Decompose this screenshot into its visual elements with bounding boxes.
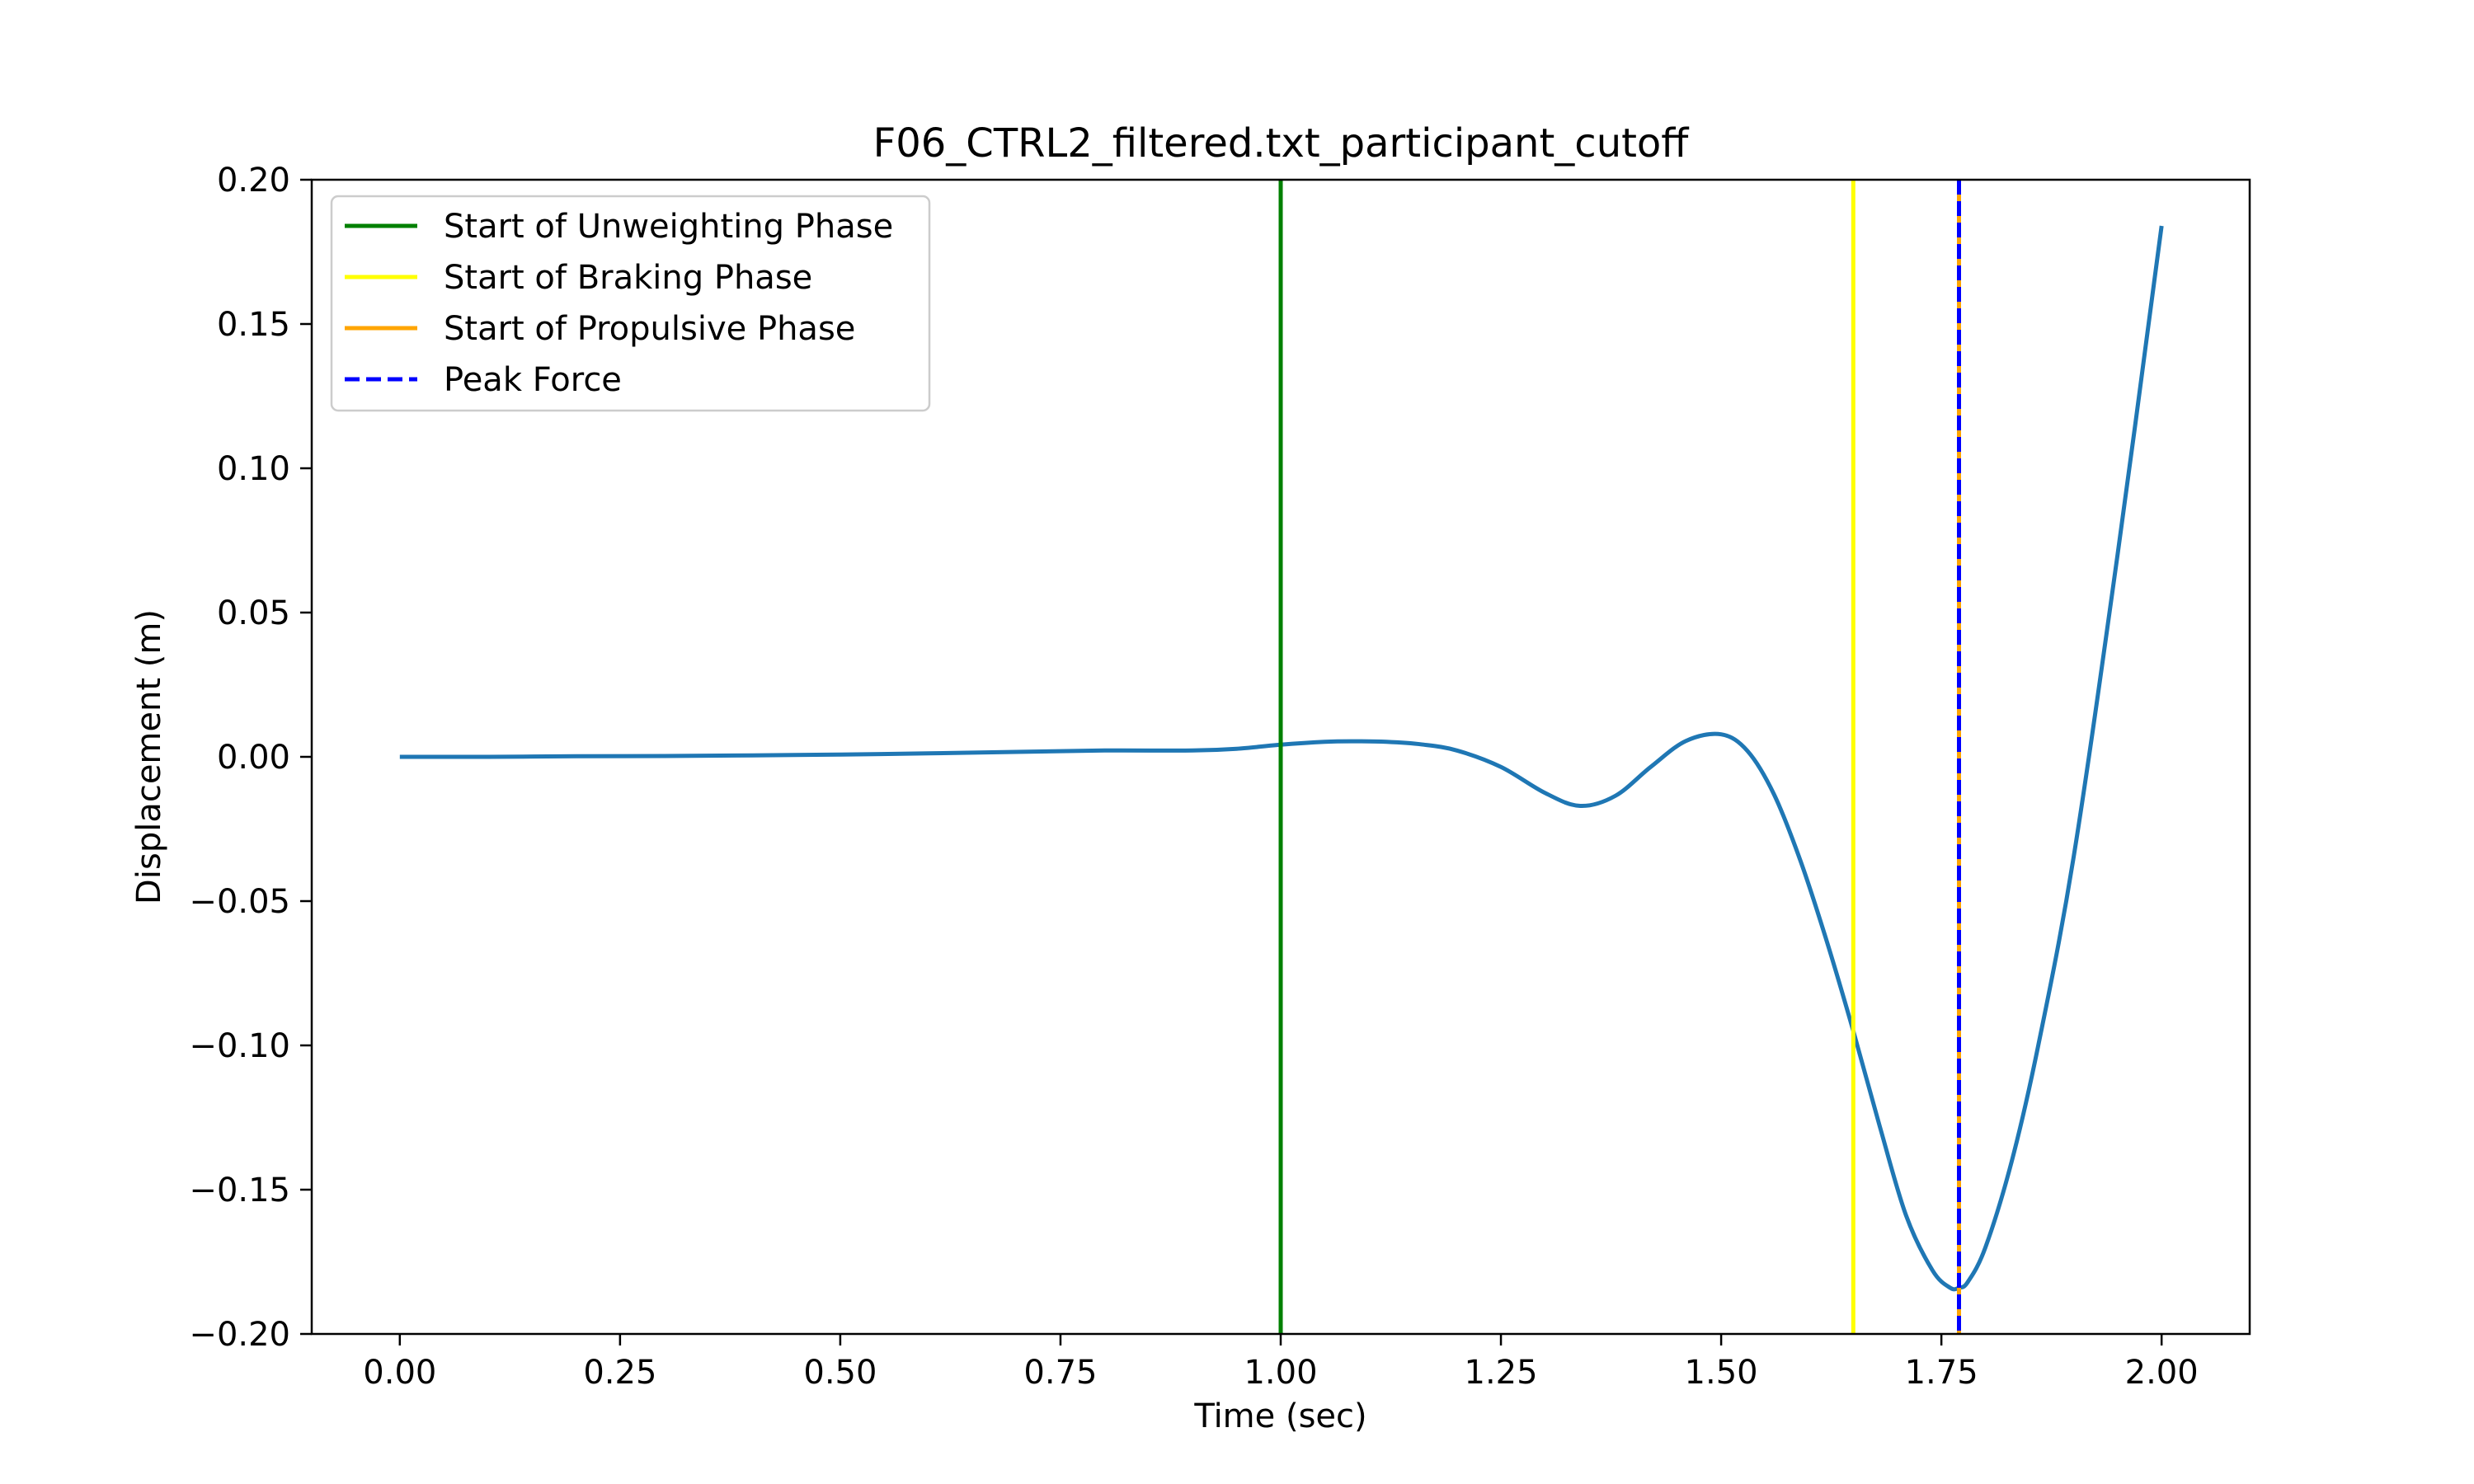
legend-label: Peak Force: [444, 361, 622, 399]
x-tick-label: 0.00: [363, 1354, 436, 1392]
plot-frame: [310, 178, 2251, 1336]
y-tick-label: 0.00: [217, 739, 290, 777]
x-tick-label: 0.75: [1023, 1354, 1097, 1392]
x-tick-label: 1.75: [1905, 1354, 1978, 1392]
legend-label: Start of Unweighting Phase: [444, 208, 893, 246]
legend-label: Start of Propulsive Phase: [444, 310, 855, 348]
y-tick-label: −0.20: [189, 1316, 290, 1354]
y-tick-label: −0.05: [189, 883, 290, 921]
y-axis-title: Displacement (m): [130, 609, 168, 904]
x-tick-label: 1.00: [1244, 1354, 1317, 1392]
x-tick-label: 0.25: [583, 1354, 656, 1392]
legend-label: Start of Braking Phase: [444, 259, 812, 297]
y-tick-label: 0.10: [217, 450, 290, 488]
legend: Start of Unweighting Phase Start of Braki…: [330, 195, 931, 412]
y-tick-label: 0.20: [217, 162, 290, 200]
x-axis-title: Time (sec): [1193, 1397, 1366, 1435]
displacement-line: [399, 225, 2164, 1292]
chart-title: F06_CTRL2_filtered.txt_participant_cutof…: [873, 120, 1690, 167]
legend-box: [330, 195, 931, 412]
axis-ticks: 0.00 0.25 0.50 0.75 1.00 1.25 1.50 1.75 2.00 −0.2…: [189, 162, 2198, 1392]
plot-area: [399, 180, 2164, 1334]
x-tick-label: 1.25: [1465, 1354, 1538, 1392]
x-tick-label: 1.50: [1685, 1354, 1758, 1392]
x-tick-label: 2.00: [2125, 1354, 2199, 1392]
y-tick-label: 0.05: [217, 594, 290, 632]
x-tick-label: 0.50: [803, 1354, 877, 1392]
y-tick-label: −0.15: [189, 1172, 290, 1209]
y-tick-label: −0.10: [189, 1027, 290, 1065]
y-tick-label: 0.15: [217, 306, 290, 344]
